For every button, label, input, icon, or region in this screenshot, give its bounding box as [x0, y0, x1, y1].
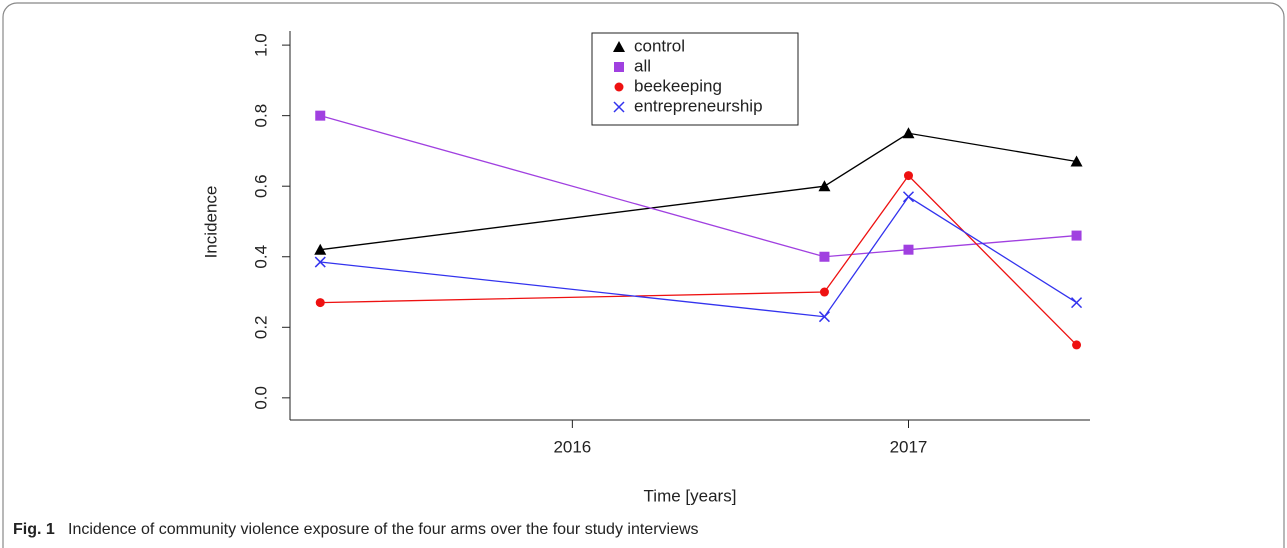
- legend-marker: [614, 62, 624, 72]
- marker: [1071, 230, 1082, 241]
- y-tick-label: 0.2: [251, 315, 270, 339]
- marker: [1072, 340, 1082, 350]
- y-tick-label: 1.0: [251, 33, 270, 57]
- x-tick-label: 2016: [553, 437, 591, 456]
- marker: [903, 244, 914, 255]
- legend-marker: [613, 101, 625, 113]
- y-tick-label: 0.8: [251, 104, 270, 128]
- marker: [1070, 155, 1083, 167]
- marker: [902, 191, 915, 203]
- marker: [819, 287, 829, 297]
- x-axis-label: Time [years]: [644, 486, 737, 505]
- marker: [819, 251, 830, 262]
- marker: [314, 243, 327, 255]
- y-tick-label: 0.4: [251, 245, 270, 269]
- y-tick-label: 0.0: [251, 386, 270, 410]
- y-tick-label: 0.6: [251, 174, 270, 198]
- series-line: [320, 174, 1078, 346]
- series-line: [320, 115, 1077, 258]
- marker: [818, 311, 830, 323]
- caption-text: Incidence of community violence exposure…: [68, 521, 699, 538]
- series-line: [320, 195, 1077, 318]
- marker: [315, 298, 325, 308]
- series-line: [320, 132, 1077, 251]
- legend-label: all: [634, 56, 651, 75]
- legend-label: control: [634, 36, 685, 55]
- marker: [902, 127, 915, 139]
- marker: [818, 180, 831, 192]
- marker: [315, 110, 326, 121]
- y-axis-label: Incidence: [201, 186, 220, 259]
- marker: [1071, 297, 1083, 309]
- legend-marker: [613, 41, 625, 52]
- legend-box: [591, 32, 799, 126]
- x-tick-label: 2017: [890, 437, 928, 456]
- legend-label: entrepreneurship: [634, 96, 763, 115]
- legend-label: beekeeping: [634, 76, 722, 95]
- marker: [314, 256, 326, 268]
- marker: [903, 171, 913, 181]
- caption-label: Fig. 1: [13, 521, 55, 538]
- legend-marker: [614, 82, 624, 92]
